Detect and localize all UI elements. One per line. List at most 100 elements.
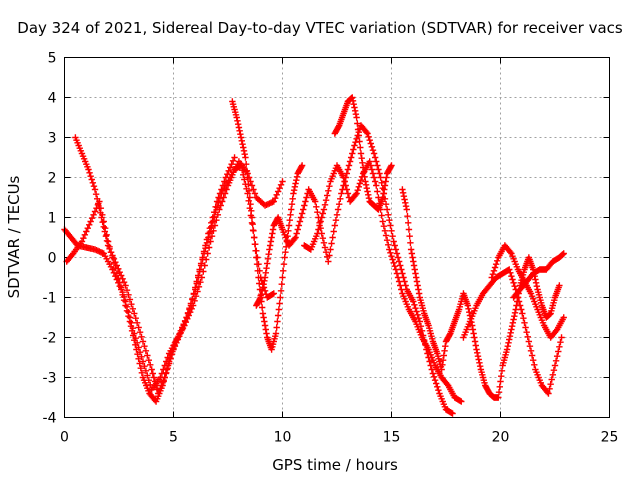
data-point [303,194,310,201]
data-point [393,250,401,257]
data-point [144,352,151,359]
data-point [293,230,300,237]
data-point [276,184,283,192]
data-point [357,176,365,184]
data-point [280,260,288,268]
data-point [138,369,146,377]
data-point [236,127,243,135]
data-point [399,270,406,277]
data-point [397,262,404,269]
data-point [382,200,390,208]
data-point [99,218,106,226]
data-point [378,212,385,219]
data-point [125,291,132,299]
data-point [522,324,529,331]
data-point [81,231,89,239]
data-point [199,254,206,261]
data-point [126,296,134,303]
data-point [190,290,198,297]
y-tick-label: 1 [48,211,57,227]
data-point [133,339,141,347]
data-point [312,198,319,205]
data-point [370,174,378,181]
data-point [363,128,370,136]
data-point [507,269,514,277]
data-point [402,282,409,289]
data-point [249,220,256,228]
data-point [495,388,503,396]
data-point [398,266,405,273]
data-point [200,248,208,255]
data-point [148,366,155,373]
data-point [164,354,171,361]
data-point [408,250,416,257]
data-point [248,214,256,221]
data-point [321,244,329,251]
data-point [389,256,396,263]
data-point [378,179,385,187]
data-point [449,410,456,417]
data-point [187,302,195,309]
data-point [410,258,417,265]
data-point [290,190,297,197]
data-point [149,370,156,377]
data-point [161,374,168,381]
series-track-j [488,242,567,341]
data-point [116,268,123,276]
data-point [327,246,334,253]
data-point [210,227,217,235]
data-point [506,266,513,273]
data-point [405,226,413,233]
data-point [367,162,374,169]
y-tick-label: 4 [48,91,57,107]
data-point [508,272,515,280]
data-point [240,144,247,151]
data-point [345,162,353,169]
data-point [239,140,246,148]
data-point [106,245,113,253]
data-point [413,278,421,285]
data-point [349,94,356,101]
data-point [196,266,203,273]
data-point [245,180,252,188]
data-point [233,114,240,121]
data-point [363,184,370,192]
data-point [395,258,403,265]
data-point [165,360,173,367]
data-point [86,169,93,177]
data-point [403,206,410,213]
data-point [357,144,364,151]
data-point [497,378,504,385]
data-point [240,147,248,155]
data-point [234,117,241,125]
data-point [296,218,304,225]
data-point [330,228,337,235]
data-point [133,319,141,327]
data-point [94,195,101,203]
series-track-d [229,98,306,353]
data-point [259,310,267,317]
data-point [494,257,501,265]
data-point [139,338,147,345]
data-point [266,246,273,253]
data-point [203,236,211,243]
series-track-c [72,134,238,397]
series-track-e [253,122,456,417]
data-point [349,97,357,105]
data-point [216,190,224,197]
data-point [468,322,476,329]
data-point [365,194,373,202]
data-point [404,212,411,220]
data-point [465,305,472,313]
data-point [240,171,247,179]
data-point [488,274,495,281]
data-point [415,286,422,293]
data-point [503,346,511,353]
data-point [120,293,128,301]
data-point [219,182,227,189]
data-point [244,174,251,181]
data-point [314,230,321,237]
x-tick-label: 15 [383,430,401,446]
series-track-g [331,94,395,213]
data-point [370,150,378,157]
